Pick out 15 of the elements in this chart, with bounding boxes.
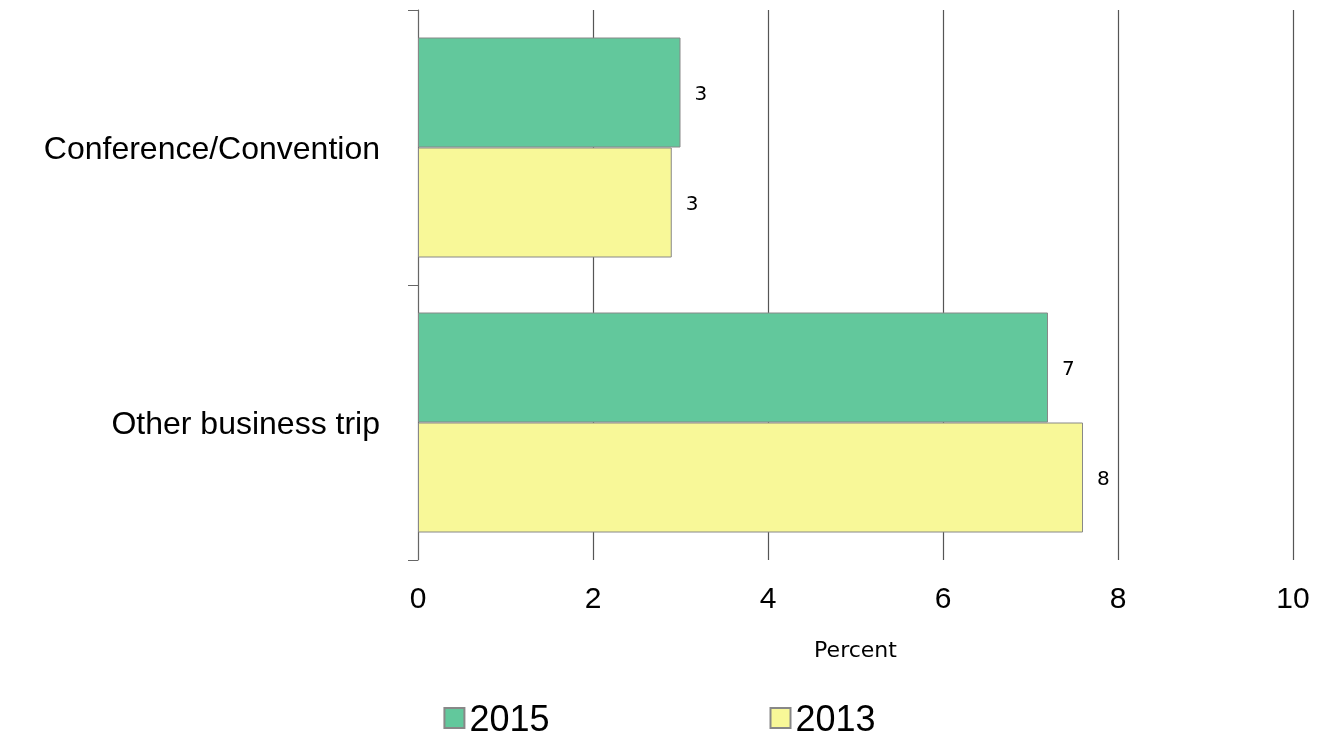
- x-axis-title: Percent: [814, 636, 898, 662]
- x-tick-label: 8: [1109, 580, 1127, 614]
- legend-label: 2013: [795, 697, 876, 739]
- data-label: 8: [1097, 465, 1110, 490]
- data-label: 7: [1062, 355, 1075, 380]
- x-tick-label: 0: [409, 580, 427, 614]
- legend-label: 2015: [469, 697, 550, 739]
- data-label: 3: [694, 80, 708, 105]
- y-tick-label: Other business trip: [111, 404, 380, 441]
- data-label: 3: [685, 190, 699, 215]
- x-tick-label: 10: [1276, 580, 1310, 614]
- x-tick-label: 6: [934, 580, 952, 614]
- x-tick-label: 2: [584, 580, 602, 614]
- y-tick-label: Conference/Convention: [43, 129, 380, 166]
- x-tick-label: 4: [759, 580, 777, 614]
